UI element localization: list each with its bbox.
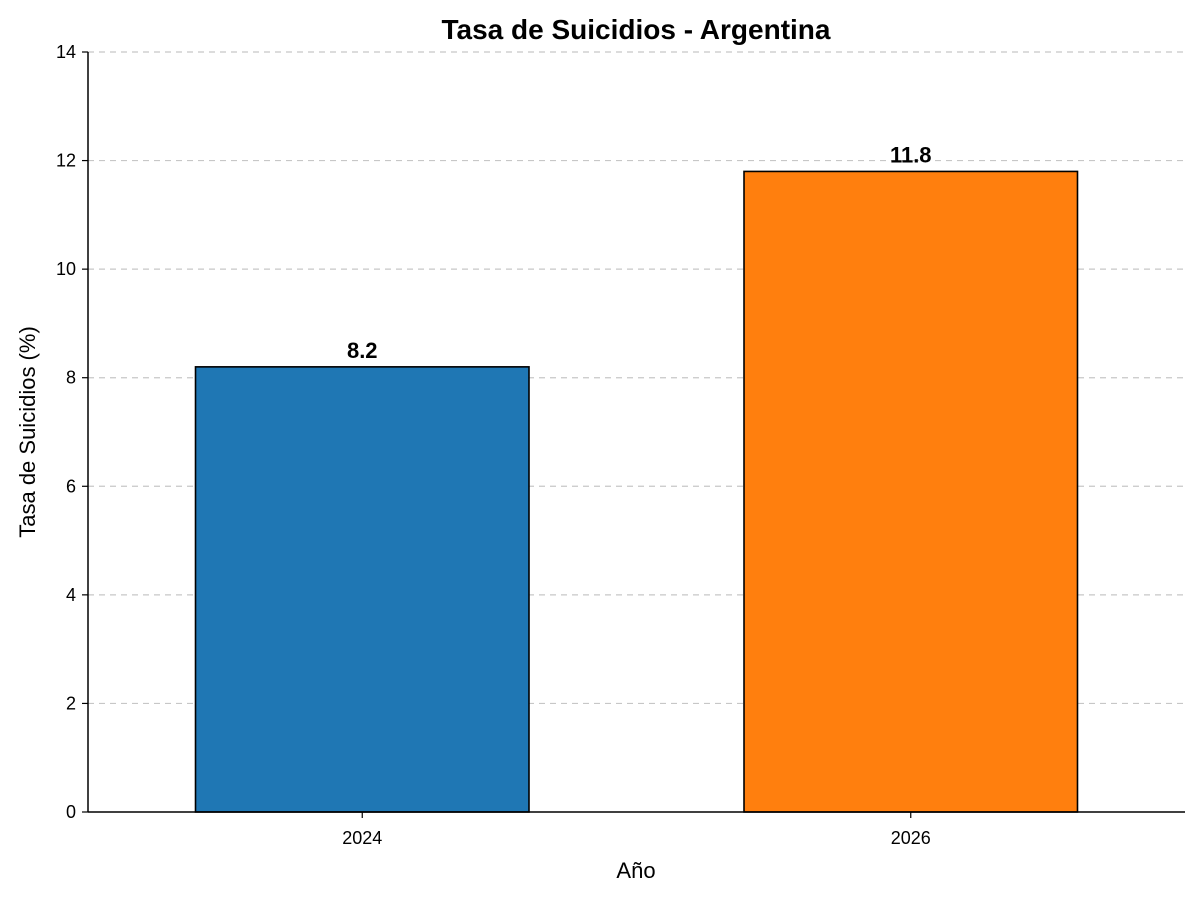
y-tick-label-8: 8 <box>66 368 76 388</box>
bars <box>194 170 1079 813</box>
x-tick-label-2024: 2024 <box>342 828 382 848</box>
x-tick-label-2026: 2026 <box>891 828 931 848</box>
y-tick-label-12: 12 <box>56 151 76 171</box>
axes <box>87 52 1185 813</box>
y-tick-label-0: 0 <box>66 802 76 822</box>
y-ticks: 0 2 4 6 8 10 12 14 <box>56 42 88 822</box>
bar-2026 <box>743 170 1079 813</box>
y-tick-label-4: 4 <box>66 585 76 605</box>
x-axis-label: Año <box>616 858 655 883</box>
chart-title: Tasa de Suicidios - Argentina <box>442 14 831 45</box>
data-labels: 8.2 11.8 <box>347 142 932 362</box>
bar-2024 <box>194 366 530 813</box>
data-label-2024: 8.2 <box>347 338 378 363</box>
y-tick-label-10: 10 <box>56 259 76 279</box>
y-tick-label-14: 14 <box>56 42 76 62</box>
x-ticks: 2024 2026 <box>342 812 931 848</box>
y-axis-label: Tasa de Suicidios (%) <box>15 326 40 538</box>
y-tick-label-2: 2 <box>66 693 76 713</box>
y-tick-label-6: 6 <box>66 476 76 496</box>
data-label-2026: 11.8 <box>890 142 932 167</box>
